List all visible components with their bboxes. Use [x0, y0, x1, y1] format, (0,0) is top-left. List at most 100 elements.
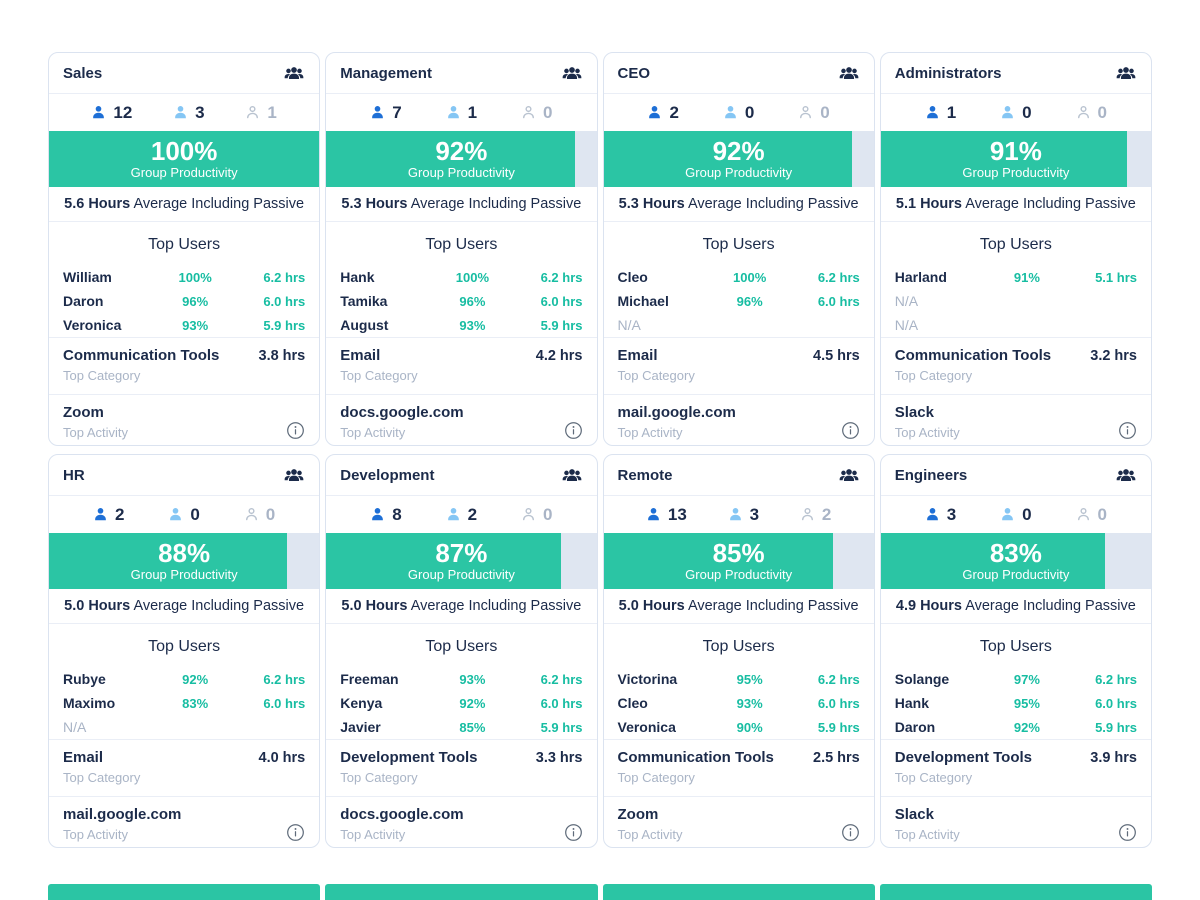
top-user-name: Freeman — [340, 671, 399, 687]
top-user-row: N/A — [895, 313, 1137, 337]
info-icon[interactable] — [1118, 421, 1137, 440]
top-user-row: Hank 95% 6.0 hrs — [895, 691, 1137, 715]
active-count-value: 1 — [946, 102, 957, 122]
group-card-header: HR — [49, 455, 320, 496]
top-user-hours: 6.2 hrs — [817, 269, 860, 285]
productivity-bar: 87% Group Productivity — [326, 533, 597, 589]
top-user-name: N/A — [617, 317, 641, 333]
idle-users-count: 0 — [1000, 505, 1032, 525]
productivity-bar-text: 100% Group Productivity — [49, 131, 319, 187]
info-icon[interactable] — [841, 823, 860, 842]
group-title: HR — [63, 466, 85, 484]
top-user-percent: 91% — [1013, 269, 1040, 285]
productivity-bar-text: 85% Group Productivity — [604, 533, 874, 589]
user-counts-row: 13 3 2 — [604, 496, 874, 533]
offline-users-count: 0 — [244, 505, 275, 525]
group-card: Administrators 1 — [879, 52, 1152, 446]
top-user-percent: 92% — [1013, 719, 1040, 735]
top-user-hours: 6.2 hrs — [263, 671, 306, 687]
group-card-header: Remote — [603, 455, 874, 496]
active-user-icon — [647, 105, 662, 120]
top-category-name: Email — [340, 347, 381, 364]
top-category-name: Development Tools — [894, 749, 1032, 766]
top-category-hours: 4.0 hrs — [258, 750, 306, 766]
active-users-count: 13 — [646, 505, 687, 525]
top-user-name: Harland — [894, 269, 947, 285]
offline-count-value: 2 — [821, 504, 832, 524]
users-group-icon — [561, 65, 583, 82]
idle-users-count: 1 — [446, 103, 477, 123]
top-user-hours: 6.0 hrs — [540, 695, 583, 711]
info-icon[interactable] — [564, 823, 583, 842]
top-user-row: N/A — [63, 715, 305, 739]
productivity-bar-text: 88% Group Productivity — [49, 533, 319, 589]
group-card-header: CEO — [603, 53, 874, 94]
top-activity-label: Top Activity — [894, 425, 960, 440]
top-user-name: N/A — [63, 719, 87, 735]
average-hours-line: 5.1 Hours Average Including Passive — [880, 187, 1151, 222]
top-users-heading: Top Users — [702, 236, 775, 253]
idle-user-icon — [728, 507, 743, 522]
productivity-bar-fill — [49, 131, 320, 187]
offline-users-count: 1 — [245, 103, 277, 123]
info-icon[interactable] — [841, 421, 860, 440]
top-activity-section: Zoom Top Activity — [49, 394, 320, 445]
top-user-row: Cleo 100% 6.2 hrs — [618, 265, 860, 289]
top-user-row: Maximo 83% 6.0 hrs — [63, 691, 305, 715]
average-hours-line: 5.3 Hours Average Including Passive — [326, 187, 597, 222]
info-icon[interactable] — [286, 421, 305, 440]
offline-count-value: 0 — [543, 102, 553, 122]
top-users-heading: Top Users — [425, 638, 498, 655]
active-count-value: 3 — [946, 504, 957, 524]
offline-user-icon — [521, 105, 536, 120]
user-counts-row: 7 1 0 — [326, 94, 596, 131]
productivity-bar: 91% Group Productivity — [880, 131, 1151, 187]
productivity-bar-fill — [880, 131, 1127, 187]
top-user-hours: 5.9 hrs — [263, 317, 306, 333]
average-hours-line: 5.0 Hours Average Including Passive — [49, 589, 320, 624]
group-card: Engineers 3 — [879, 454, 1152, 848]
top-category-hours: 3.9 hrs — [1090, 750, 1137, 766]
productivity-bar: 100% Group Productivity — [49, 131, 320, 187]
user-counts-row: 3 0 0 — [881, 496, 1151, 533]
top-users-heading: Top Users — [979, 236, 1052, 253]
productivity-bar: 85% Group Productivity — [603, 533, 874, 589]
productivity-bar-partial — [602, 884, 875, 900]
user-counts-row: 2 0 0 — [49, 496, 319, 533]
group-title: Remote — [617, 466, 673, 484]
info-icon[interactable] — [286, 823, 305, 842]
top-user-hours: 5.9 hrs — [540, 719, 583, 735]
top-user-name: Hank — [894, 695, 929, 711]
productivity-bar-fill — [326, 533, 562, 589]
top-users-section: Top Users Cleo 100% 6.2 hrs Michael 96% … — [604, 222, 874, 337]
productivity-bar-fill — [326, 131, 575, 187]
info-icon[interactable] — [564, 421, 583, 440]
group-card: Remote 13 — [602, 454, 875, 848]
top-user-name: Solange — [894, 671, 950, 687]
top-user-percent: 100% — [733, 269, 767, 285]
average-hours-line: 5.3 Hours Average Including Passive — [603, 187, 874, 222]
average-hours-suffix: Average Including Passive — [684, 196, 859, 212]
top-category-label: Top Category — [340, 770, 418, 785]
top-user-hours: 6.2 hrs — [540, 269, 583, 285]
productivity-bar-text: 92% Group Productivity — [604, 131, 874, 187]
users-group-icon — [283, 65, 305, 82]
group-card: Sales 12 — [48, 52, 321, 446]
offline-users-count: 0 — [521, 505, 553, 525]
top-user-hours: 5.9 hrs — [817, 719, 860, 735]
top-user-percent: 90% — [736, 719, 763, 735]
idle-users-count: 3 — [173, 103, 205, 123]
offline-user-icon — [798, 105, 813, 120]
average-hours-value: 5.0 Hours — [64, 598, 131, 614]
top-activity-name: docs.google.com — [340, 404, 464, 421]
top-user-row: Kenya 92% 6.0 hrs — [340, 691, 582, 715]
productivity-bar-partial — [325, 884, 598, 900]
active-count-value: 13 — [667, 504, 687, 524]
top-user-row: Michael 96% 6.0 hrs — [618, 289, 860, 313]
top-activity-section: mail.google.com Top Activity — [603, 394, 874, 445]
user-counts-row: 8 2 0 — [326, 496, 596, 533]
idle-user-icon — [1000, 507, 1015, 522]
top-category-name: Communication Tools — [63, 347, 220, 364]
top-user-percent: 96% — [736, 293, 763, 309]
info-icon[interactable] — [1118, 823, 1137, 842]
